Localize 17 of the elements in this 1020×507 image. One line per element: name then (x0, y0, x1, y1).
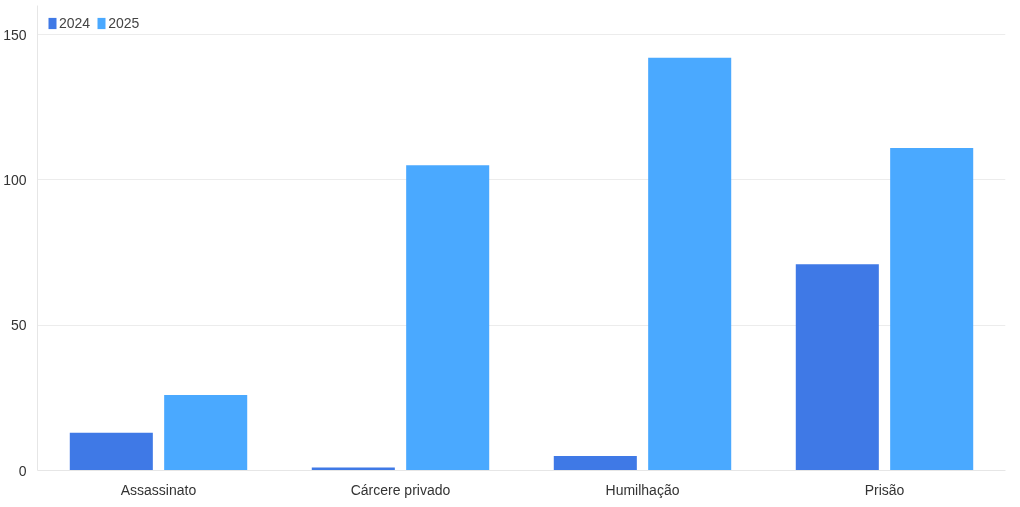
x-tick-label: Prisão (864, 481, 905, 498)
x-tick-label: Assassinato (120, 481, 197, 498)
x-tick-label: Humilhação (605, 481, 680, 498)
bar (648, 57, 732, 471)
bar (890, 147, 974, 471)
legend-label: 2024 (59, 15, 91, 31)
bar (406, 165, 490, 471)
y-tick-label: 50 (10, 317, 27, 334)
bar (553, 455, 637, 471)
y-tick-label: 150 (3, 26, 27, 43)
y-tick-label: 0 (18, 462, 27, 479)
y-tick-label: 100 (3, 171, 27, 188)
x-tick-label: Cárcere privado (350, 481, 451, 498)
bar (795, 264, 879, 471)
bar (69, 432, 153, 471)
bar (164, 394, 248, 471)
legend-label: 2025 (108, 15, 140, 31)
